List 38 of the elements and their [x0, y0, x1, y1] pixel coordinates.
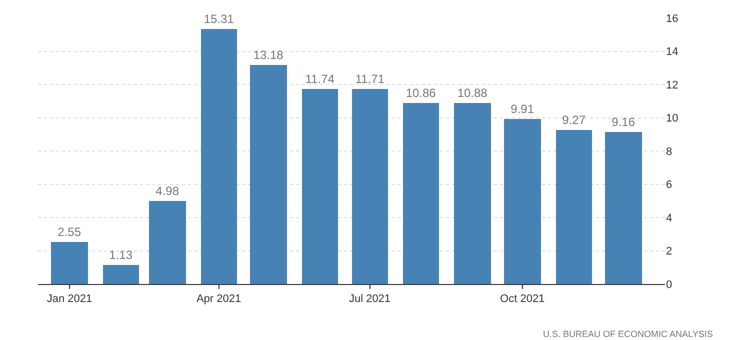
x-tick-label: Apr 2021: [196, 293, 242, 306]
data-label: 10.86: [406, 86, 436, 100]
bar: [556, 130, 592, 284]
text: U.S. BUREAU OF ECONOMIC ANALYSIS: [543, 329, 713, 339]
data-label: 11.71: [355, 72, 385, 86]
bar: [352, 89, 388, 284]
bar: [454, 103, 491, 284]
bar: [103, 265, 139, 284]
data-label: 4.98: [156, 184, 180, 198]
y-tick-label: 14: [666, 46, 678, 58]
data-label: 2.55: [58, 225, 82, 239]
y-tick-label: 4: [666, 212, 672, 224]
x-tick-label: Jul 2021: [348, 293, 391, 306]
data-label: 15.31: [204, 12, 234, 26]
bar: [605, 132, 642, 284]
bar: [149, 201, 186, 284]
y-tick-label: 6: [666, 179, 672, 192]
bar: [504, 119, 541, 284]
data-label: 1.13: [109, 248, 133, 262]
bar: [51, 242, 88, 284]
data-label: 9.16: [612, 115, 636, 129]
bar: [302, 89, 338, 284]
y-tick-label: 12: [666, 79, 678, 92]
bar: [201, 29, 237, 284]
y-tick-label: 0: [666, 278, 672, 291]
bar: [403, 103, 439, 284]
y-tick-label: 8: [666, 146, 672, 158]
data-label: 9.27: [562, 113, 586, 127]
data-label: 10.88: [457, 86, 488, 100]
x-tick-label: Jan 2021: [46, 293, 92, 306]
y-tick-label: 16: [666, 12, 678, 25]
y-tick-label: 2: [666, 246, 672, 258]
x-tick-label: Oct 2021: [500, 293, 545, 306]
bar: [250, 65, 287, 284]
data-label: 11.74: [305, 72, 335, 86]
data-label: 9.91: [510, 102, 534, 116]
data-label: 13.18: [253, 48, 284, 62]
y-tick-label: 10: [666, 112, 678, 125]
